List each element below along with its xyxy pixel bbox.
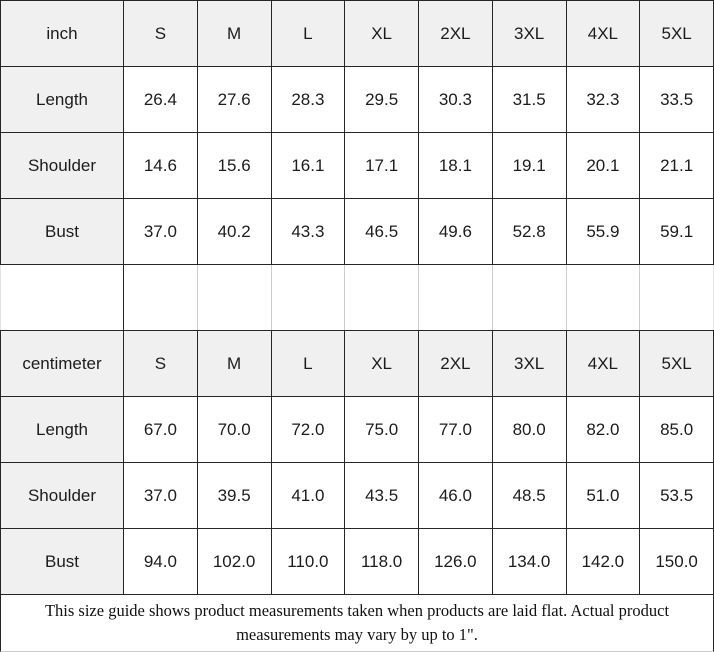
measurement-cell: 18.1: [418, 132, 493, 199]
measurement-cell: 16.1: [270, 132, 346, 199]
measurement-cell: 80.0: [491, 396, 567, 463]
unit-header-cell: inch: [0, 0, 124, 67]
measurement-cell: 110.0: [270, 528, 346, 595]
measurement-cell: 52.8: [491, 198, 567, 265]
measurement-cell: 28.3: [270, 66, 346, 133]
spacer-cell: [270, 264, 346, 331]
measurement-cell: 82.0: [565, 396, 641, 463]
measurement-cell: 41.0: [270, 462, 346, 529]
measurement-cell: 46.5: [344, 198, 419, 265]
measurement-cell: 40.2: [196, 198, 272, 265]
spacer-cell: [565, 264, 641, 331]
spacer-cell: [196, 264, 272, 331]
measurement-cell: 51.0: [565, 462, 641, 529]
measurement-cell: 31.5: [491, 66, 567, 133]
measurement-cell: 59.1: [639, 198, 714, 265]
measurement-cell: 33.5: [639, 66, 714, 133]
size-header-cell: 4XL: [565, 0, 641, 67]
measurement-cell: 29.5: [344, 66, 419, 133]
size-header-cell: 4XL: [565, 330, 641, 397]
measurement-cell: 30.3: [418, 66, 493, 133]
measurement-cell: 72.0: [270, 396, 346, 463]
measurement-cell: 37.0: [123, 198, 198, 265]
measurement-cell: 70.0: [196, 396, 272, 463]
measurement-cell: 94.0: [123, 528, 198, 595]
size-header-cell: M: [196, 0, 272, 67]
row-label-cell: Length: [0, 396, 124, 463]
size-header-cell: M: [196, 330, 272, 397]
spacer-cell: [344, 264, 419, 331]
measurement-cell: 118.0: [344, 528, 419, 595]
size-guide-note: This size guide shows product measuremen…: [0, 595, 714, 652]
measurement-cell: 15.6: [196, 132, 272, 199]
table-row: Length 67.0 70.0 72.0 75.0 77.0 80.0 82.0 85.0: [0, 396, 714, 463]
size-header-cell: 5XL: [639, 0, 714, 67]
row-label-cell: Bust: [0, 198, 124, 265]
size-header-cell: 2XL: [418, 0, 493, 67]
measurement-cell: 150.0: [639, 528, 714, 595]
measurement-cell: 67.0: [123, 396, 198, 463]
size-header-cell: 2XL: [418, 330, 493, 397]
table-row: Bust 37.0 40.2 43.3 46.5 49.6 52.8 55.9 59.1: [0, 198, 714, 265]
row-label-cell: Bust: [0, 528, 124, 595]
measurement-cell: 142.0: [565, 528, 641, 595]
size-header-cell: L: [270, 0, 346, 67]
measurement-cell: 21.1: [639, 132, 714, 199]
size-header-cell: 3XL: [491, 0, 567, 67]
measurement-cell: 39.5: [196, 462, 272, 529]
measurement-cell: 14.6: [123, 132, 198, 199]
measurement-cell: 32.3: [565, 66, 641, 133]
row-label-cell: Shoulder: [0, 462, 124, 529]
table-row: Bust 94.0 102.0 110.0 118.0 126.0 134.0 142.0 15…: [0, 528, 714, 595]
measurement-cell: 75.0: [344, 396, 419, 463]
measurement-cell: 43.5: [344, 462, 419, 529]
measurement-cell: 55.9: [565, 198, 641, 265]
size-header-cell: XL: [344, 0, 419, 67]
measurement-cell: 102.0: [196, 528, 272, 595]
table-row: Shoulder 14.6 15.6 16.1 17.1 18.1 19.1 20.1 21.1: [0, 132, 714, 199]
measurement-cell: 17.1: [344, 132, 419, 199]
size-header-cell: 3XL: [491, 330, 567, 397]
measurement-cell: 43.3: [270, 198, 346, 265]
measurement-cell: 46.0: [418, 462, 493, 529]
header-row-inch: inch S M L XL 2XL 3XL 4XL 5XL: [0, 0, 714, 67]
measurement-cell: 85.0: [639, 396, 714, 463]
spacer-cell: [123, 264, 198, 331]
size-header-cell: S: [123, 330, 198, 397]
row-label-cell: Shoulder: [0, 132, 124, 199]
spacer-row: [0, 264, 714, 331]
measurement-cell: 20.1: [565, 132, 641, 199]
spacer-cell: [0, 264, 124, 331]
size-header-cell: 5XL: [639, 330, 714, 397]
measurement-cell: 77.0: [418, 396, 493, 463]
measurement-cell: 27.6: [196, 66, 272, 133]
measurement-cell: 53.5: [639, 462, 714, 529]
spacer-cell: [491, 264, 567, 331]
size-header-cell: S: [123, 0, 198, 67]
header-row-centimeter: centimeter S M L XL 2XL 3XL 4XL 5XL: [0, 330, 714, 397]
spacer-cell: [639, 264, 714, 331]
spacer-cell: [418, 264, 493, 331]
table-row: Length 26.4 27.6 28.3 29.5 30.3 31.5 32.3 33.5: [0, 66, 714, 133]
size-header-cell: L: [270, 330, 346, 397]
measurement-cell: 49.6: [418, 198, 493, 265]
measurement-cell: 19.1: [491, 132, 567, 199]
table-row: Shoulder 37.0 39.5 41.0 43.5 46.0 48.5 51.0 53.5: [0, 462, 714, 529]
measurement-cell: 126.0: [418, 528, 493, 595]
size-header-cell: XL: [344, 330, 419, 397]
measurement-cell: 26.4: [123, 66, 198, 133]
measurement-cell: 134.0: [491, 528, 567, 595]
size-chart-table: inch S M L XL 2XL 3XL 4XL 5XL Length 26.4 27.6 28.3 2…: [0, 0, 714, 595]
measurement-cell: 37.0: [123, 462, 198, 529]
row-label-cell: Length: [0, 66, 124, 133]
unit-header-cell: centimeter: [0, 330, 124, 397]
measurement-cell: 48.5: [491, 462, 567, 529]
